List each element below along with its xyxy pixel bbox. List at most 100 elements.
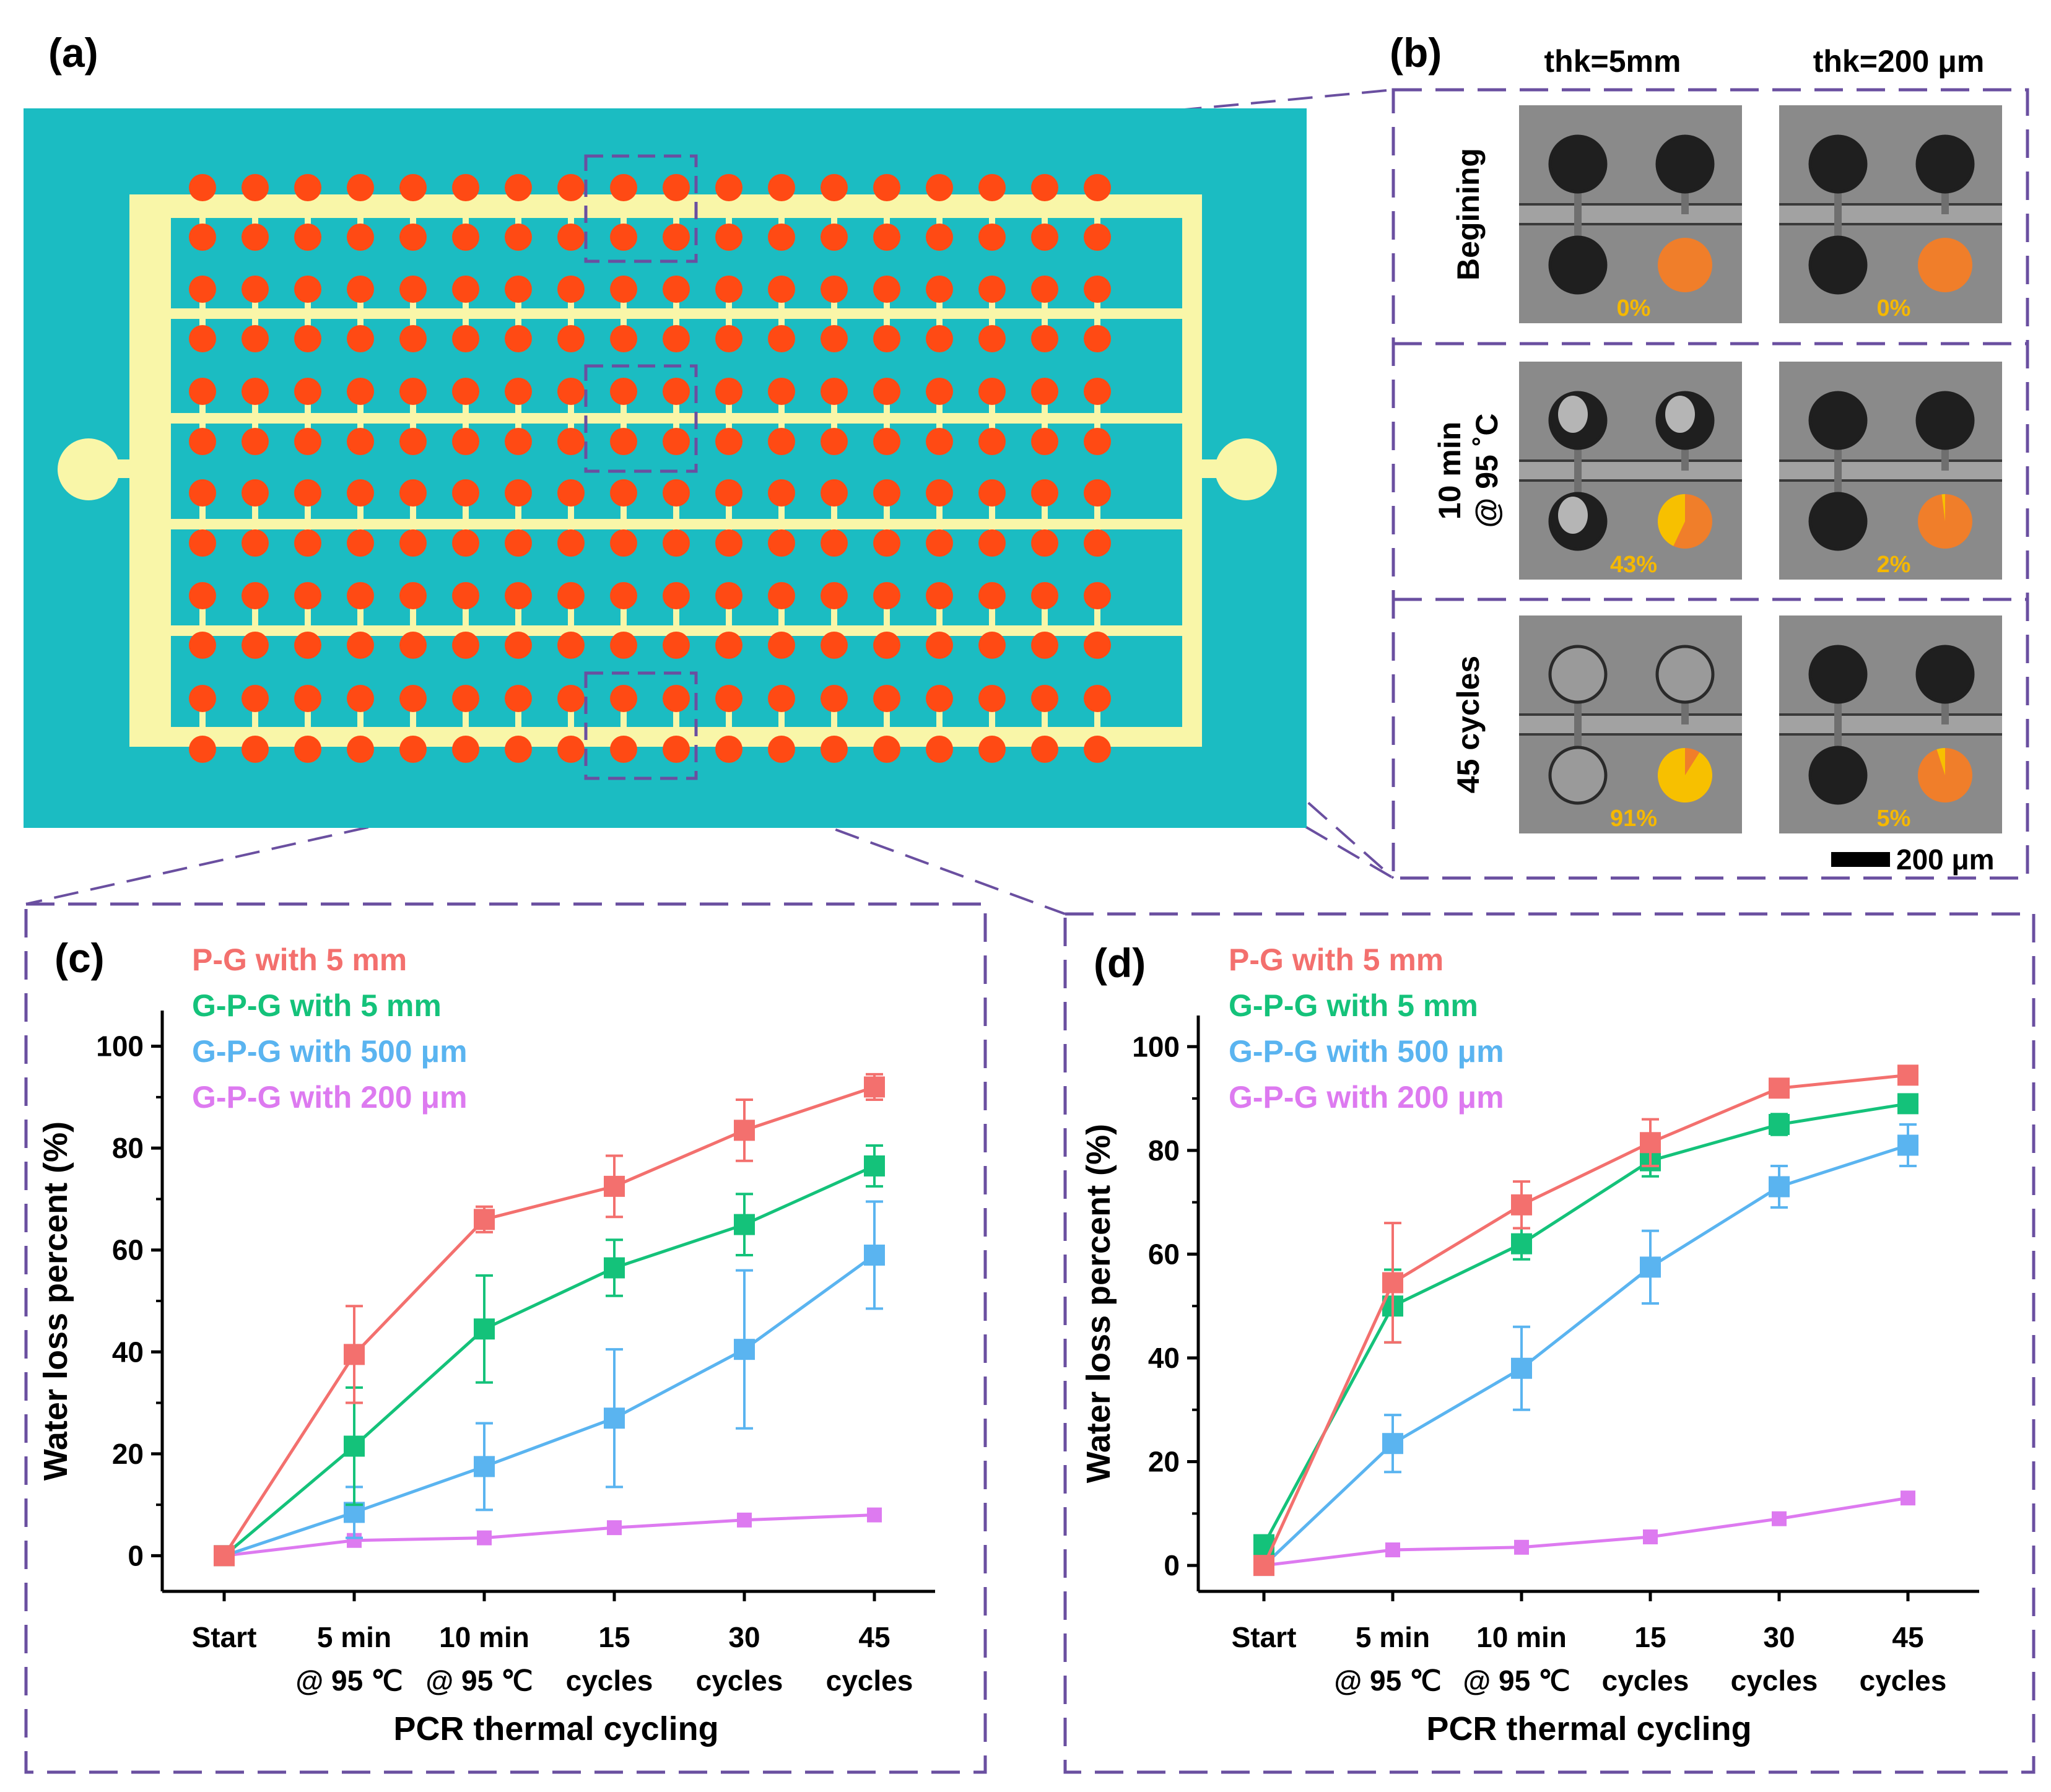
x-axis-label: PCR thermal cycling	[393, 1710, 718, 1747]
chip-chamber	[926, 276, 953, 303]
chip-chamber-connector	[778, 596, 785, 630]
chip-chamber	[715, 174, 742, 201]
chip-chamber	[610, 378, 637, 405]
chamber-image	[1915, 134, 1975, 194]
x-tick-label: 30	[728, 1621, 760, 1653]
chip-chamber	[873, 378, 900, 405]
chip-chamber	[821, 685, 848, 712]
air-bubble	[1558, 497, 1588, 534]
chip-chamber-connector	[515, 596, 521, 630]
microchannel-band	[1519, 204, 1742, 224]
chamber-image	[1915, 391, 1975, 450]
chip-chamber	[399, 685, 427, 712]
chip-chamber	[242, 174, 269, 201]
row-label-2-0: 45 cycles	[1451, 656, 1486, 793]
chart-d: 0 20 40 60 80 100 Start 5 min @ 95 ℃ 10 min @ 95 ℃…	[1080, 942, 1979, 1747]
chip-chamber	[663, 224, 690, 251]
chip-chamber	[715, 479, 742, 507]
chip-chamber	[821, 479, 848, 507]
chip-chamber	[663, 685, 690, 712]
chip-chamber	[1084, 174, 1111, 201]
chip-chamber	[978, 479, 1006, 507]
chip-chamber	[189, 479, 216, 507]
chip-chamber	[557, 479, 585, 507]
data-point	[734, 1214, 755, 1235]
chip-chamber	[715, 529, 742, 557]
chip-chamber	[347, 632, 374, 659]
chip-chamber	[347, 529, 374, 557]
y-tick-label: 60	[1148, 1238, 1180, 1270]
chip-chamber	[715, 632, 742, 659]
chip-chamber	[663, 736, 690, 763]
column-header-200um: thk=200 μm	[1813, 44, 1985, 79]
chip-chamber	[873, 582, 900, 609]
chip-chamber	[610, 428, 637, 455]
chip-chamber	[399, 378, 427, 405]
data-point	[474, 1318, 495, 1340]
data-point	[474, 1456, 495, 1477]
chip-zoom-box	[584, 364, 698, 473]
panel-c-frame	[24, 902, 987, 1774]
chip-chamber	[873, 276, 900, 303]
chip-chamber	[1084, 685, 1111, 712]
water-remaining-pie	[1918, 238, 1972, 292]
chip-chamber	[242, 582, 269, 609]
y-tick-label: 20	[1148, 1446, 1180, 1478]
chip-chamber-connector	[884, 493, 890, 524]
chip-chamber	[189, 685, 216, 712]
chip-chamber	[505, 174, 532, 201]
x-tick-label: cycles	[1602, 1664, 1689, 1697]
x-tick-label: 15	[1634, 1621, 1666, 1653]
chip-chamber	[189, 736, 216, 763]
data-point	[214, 1545, 235, 1567]
chip-chamber-connector	[568, 596, 574, 630]
chip-chamber	[557, 685, 585, 712]
chip-chamber	[557, 224, 585, 251]
chip-chamber	[1031, 529, 1058, 557]
chip-zoom-box	[584, 154, 698, 263]
chip-channel-row	[149, 207, 1183, 218]
chip-chamber	[1031, 325, 1058, 352]
chamber-image	[1808, 492, 1868, 551]
chip-chamber	[610, 582, 637, 609]
y-tick-label: 0	[1164, 1549, 1180, 1581]
data-point	[1511, 1194, 1532, 1216]
data-point	[864, 1076, 885, 1098]
chip-chamber-connector	[357, 596, 364, 630]
chip-chamber-connector	[884, 698, 890, 733]
chip-chamber	[452, 174, 479, 201]
chip-chamber	[557, 632, 585, 659]
data-point	[1769, 1113, 1790, 1135]
x-tick-label: cycles	[1731, 1664, 1818, 1697]
chip-chamber	[189, 224, 216, 251]
chip-chamber	[452, 736, 479, 763]
chip-chamber	[294, 582, 321, 609]
water-loss-percent: 2%	[1877, 552, 1911, 578]
chip-chamber	[189, 632, 216, 659]
y-tick-label: 100	[96, 1030, 144, 1063]
chip-chamber	[294, 685, 321, 712]
chip-chamber	[294, 325, 321, 352]
legend-entry: P-G with 5 mm	[192, 942, 407, 977]
chip-chambers	[189, 174, 1111, 763]
chip-chamber	[610, 529, 637, 557]
chip-chamber	[1084, 479, 1111, 507]
data-point	[864, 1155, 885, 1177]
chip-chamber	[242, 685, 269, 712]
chamber-image	[1915, 645, 1975, 704]
leader-line	[695, 777, 1066, 915]
data-point	[604, 1175, 625, 1197]
data-point	[734, 1120, 755, 1141]
chip-chamber	[978, 736, 1006, 763]
chip-channel-row	[149, 728, 1183, 738]
chip-chamber-connector	[1042, 596, 1048, 630]
chip-chamber	[347, 325, 374, 352]
data-point	[607, 1520, 622, 1536]
chip-chamber	[1031, 632, 1058, 659]
chip-chamber-connector	[673, 596, 679, 630]
chip-chamber	[1031, 378, 1058, 405]
x-tick-label: 10 min	[439, 1621, 529, 1653]
chip-chamber-connector	[621, 493, 627, 524]
chip-chamber	[715, 276, 742, 303]
x-tick-label: @ 95 ℃	[1334, 1664, 1441, 1697]
